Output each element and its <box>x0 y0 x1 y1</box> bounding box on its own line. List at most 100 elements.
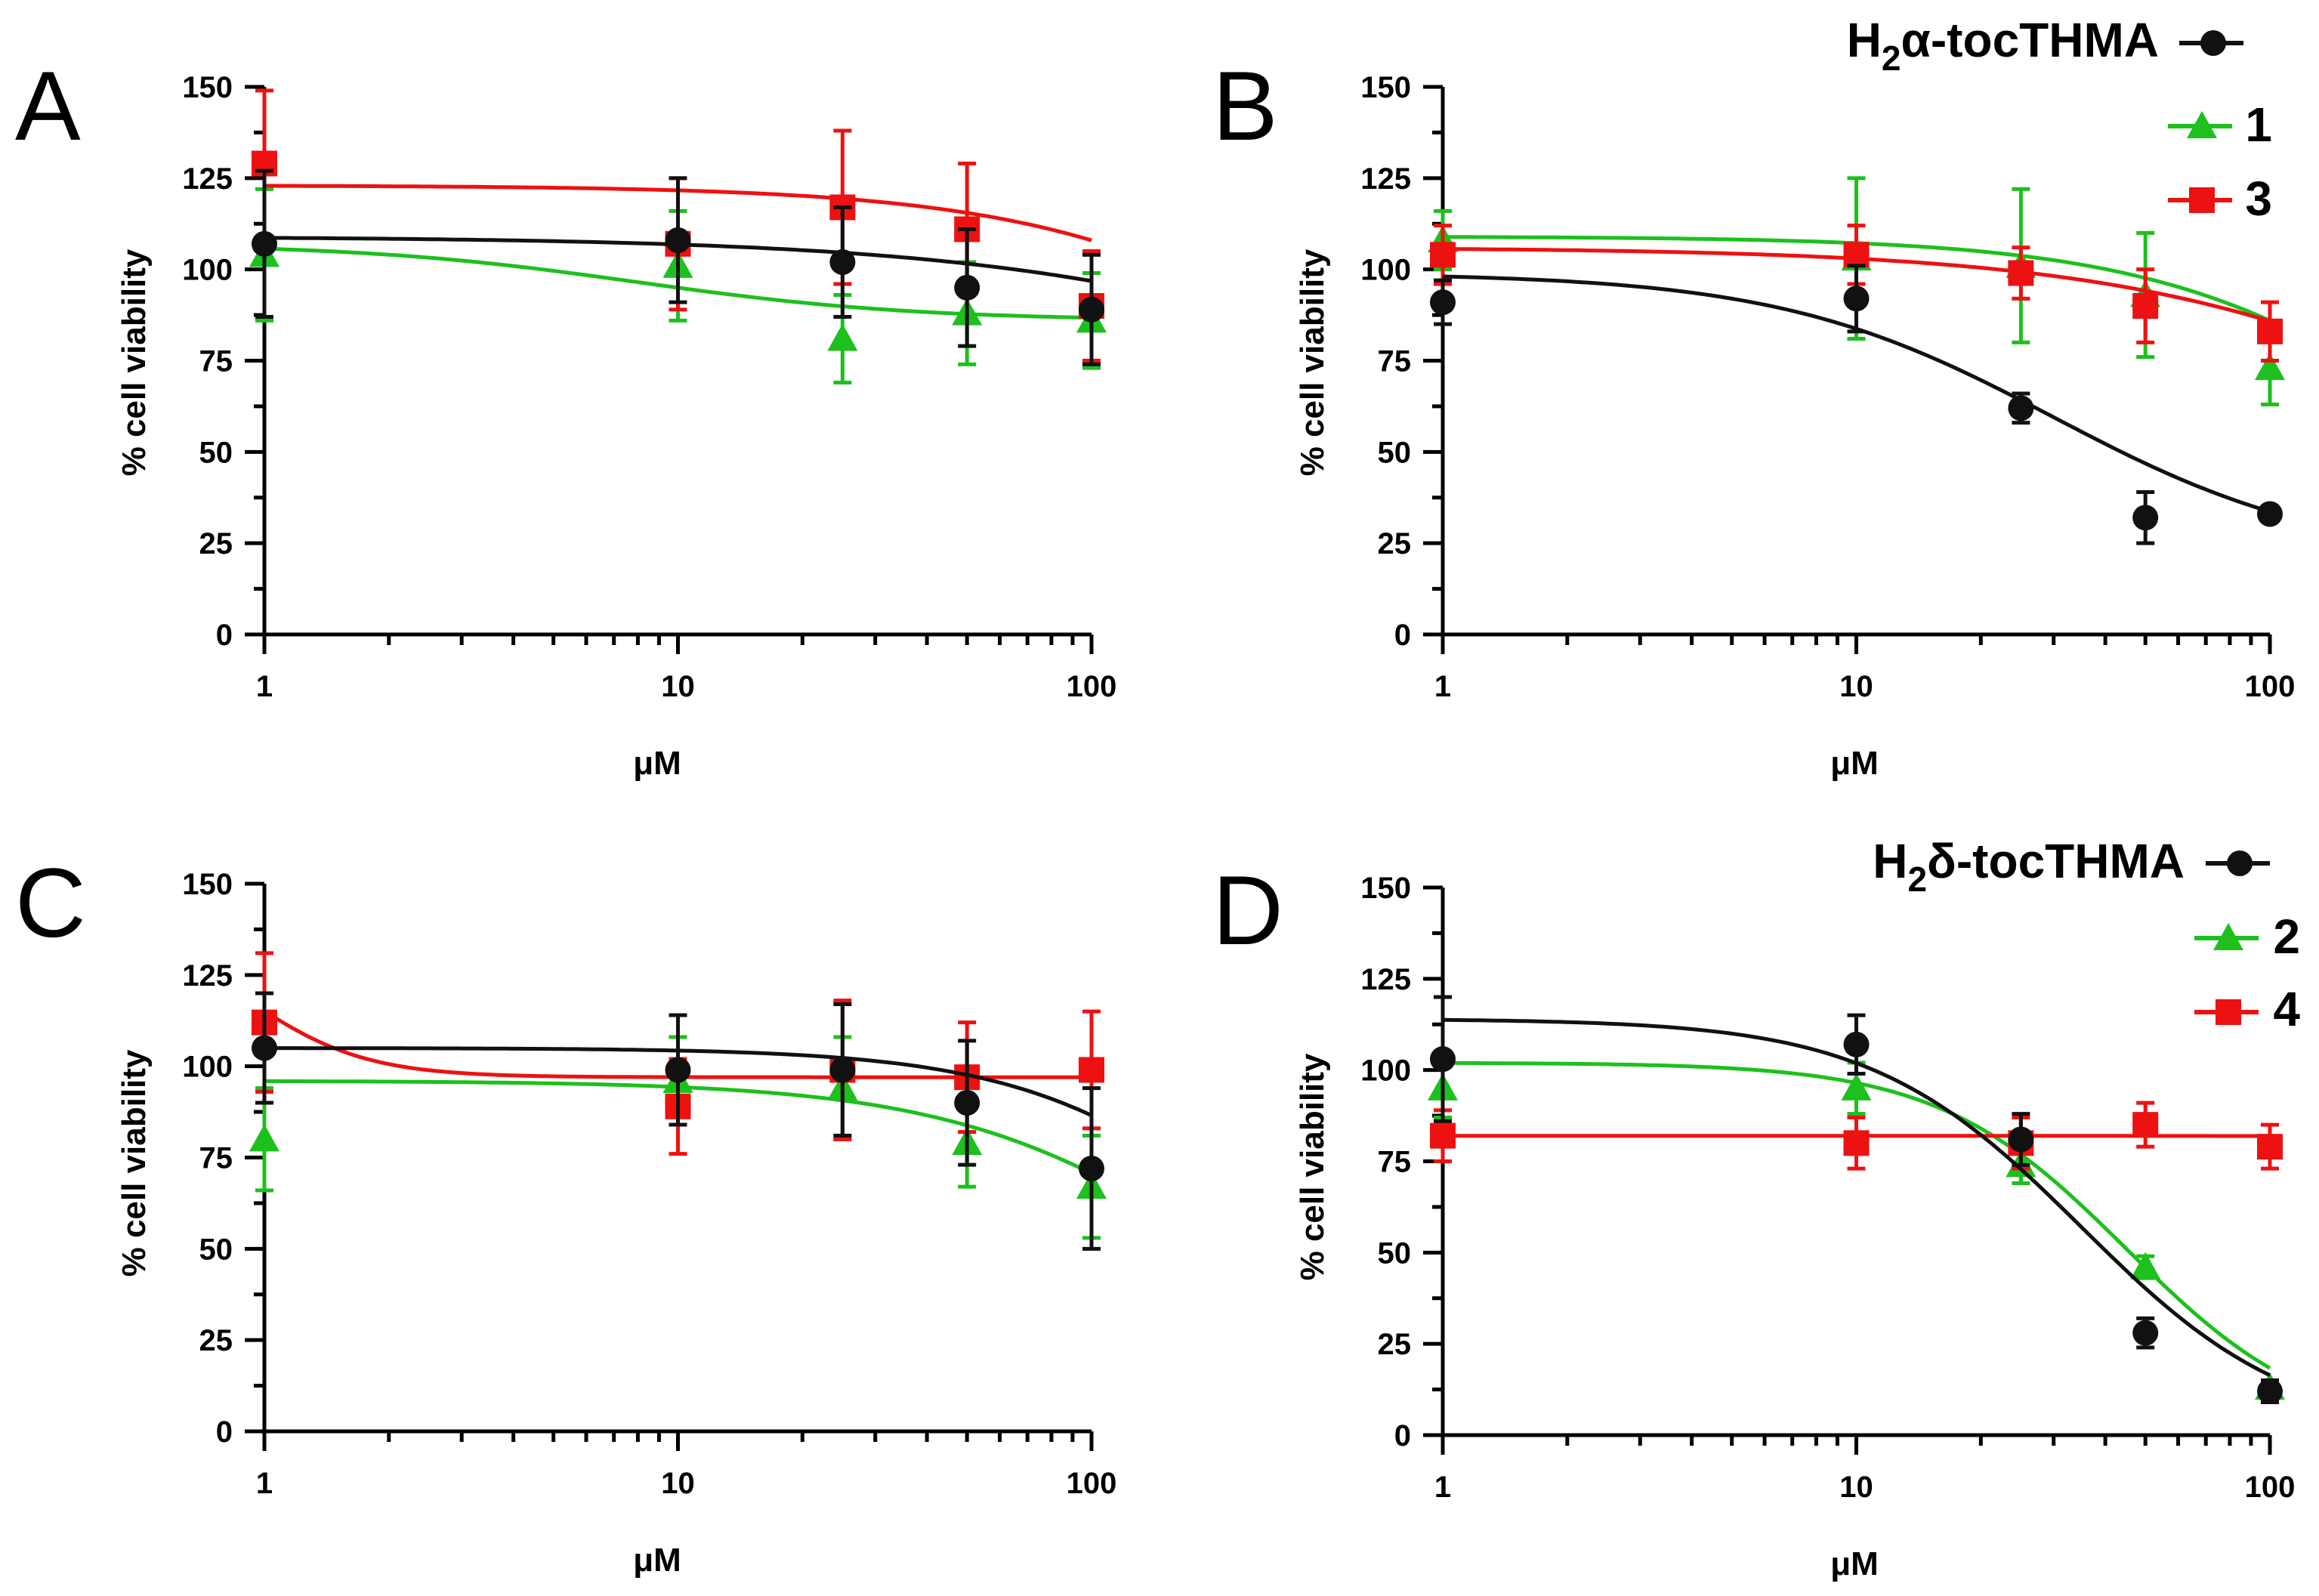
x-axis-label-c: μM <box>633 1542 681 1579</box>
legend-d-h: H <box>1873 834 1907 888</box>
legend-d-item-0: H2δ-tocTHMA <box>1873 834 2185 899</box>
series-a-black <box>252 168 1104 366</box>
x-tick-label-c: 1 <box>256 1467 273 1500</box>
y-tick-label-b: 75 <box>1378 345 1412 378</box>
legend-b-compound: α-tocTHMA <box>1901 13 2160 67</box>
panel-c: C μM % cell viability 0 25 50 75 100 125 150 1 1… <box>15 847 1116 1579</box>
legend-marker <box>2200 30 2226 56</box>
x-tick-label-b: 10 <box>1839 670 1873 703</box>
data-point <box>665 1057 691 1083</box>
panel-b: B μM % cell viability H2α-tocTHMA 1 3 0 2… <box>1212 13 2295 782</box>
data-point <box>1430 289 1456 316</box>
legend-d: H2δ-tocTHMA 2 4 <box>1873 834 2300 1036</box>
data-point <box>2257 318 2283 344</box>
legend-d-item-1: 2 <box>2273 909 2300 964</box>
data-point <box>1430 1046 1456 1073</box>
legend-d-subscript: 2 <box>1907 860 1927 899</box>
legend-d-compound: δ-tocTHMA <box>1927 834 2185 888</box>
y-tick-label-c: 0 <box>216 1415 233 1449</box>
data-point <box>1430 1122 1456 1149</box>
y-tick-label-a: 100 <box>182 254 233 287</box>
x-tick-label-a: 1 <box>256 670 273 703</box>
legend-b-item-0: H2α-tocTHMA <box>1847 13 2159 78</box>
series-b-3 <box>1430 224 2283 363</box>
y-tick-label-d: 50 <box>1378 1236 1412 1270</box>
data-point <box>2255 353 2285 381</box>
legend-marker <box>2187 111 2217 138</box>
y-tick-label-b: 50 <box>1378 436 1412 469</box>
y-tick-label-d: 0 <box>1394 1419 1411 1452</box>
y-tick-label-b: 0 <box>1394 619 1411 652</box>
y-tick-label-d: 25 <box>1378 1328 1412 1361</box>
y-tick-label-d: 100 <box>1360 1054 1411 1088</box>
data-point <box>829 1057 856 1083</box>
data-point <box>2132 1320 2159 1346</box>
data-point <box>2130 1252 2161 1280</box>
data-point <box>829 249 856 275</box>
series-b-h2tocthma <box>1430 264 2283 545</box>
panel-d: D μM % cell viability H2δ-tocTHMA 2 4 02… <box>1212 834 2300 1582</box>
y-axis-label-b: % cell viability <box>1294 249 1331 476</box>
legend-symbol-b-2 <box>2168 187 2232 213</box>
data-point <box>1843 1031 1870 1057</box>
data-point <box>2008 1126 2034 1153</box>
data-point <box>1843 242 1870 268</box>
y-tick-label-d: 150 <box>1360 872 1411 905</box>
data-point <box>2132 1112 2159 1138</box>
x-tick-label-d: 10 <box>1839 1471 1873 1504</box>
panel-letter-b: B <box>1212 51 1278 161</box>
legend-b-item-2: 3 <box>2245 171 2272 226</box>
y-tick-label-b: 100 <box>1360 254 1411 287</box>
series-c-black <box>252 991 1104 1251</box>
data-point <box>827 323 858 351</box>
y-tick-label-b: 25 <box>1378 527 1412 560</box>
x-tick-label-d: 1 <box>1434 1471 1451 1504</box>
y-tick-label-b: 125 <box>1360 162 1411 196</box>
legend-symbol-d-2 <box>2194 999 2259 1025</box>
y-tick-label-c: 25 <box>199 1324 233 1357</box>
y-axis-label-d: % cell viability <box>1294 1053 1331 1280</box>
data-point <box>252 230 277 257</box>
data-point <box>1843 286 1870 312</box>
data-point <box>2257 1378 2283 1404</box>
data-point <box>1841 1073 1872 1101</box>
y-tick-label-d: 125 <box>1360 963 1411 996</box>
legend-symbol-d-1 <box>2194 923 2259 950</box>
legend-symbol-d-0 <box>2206 850 2270 876</box>
data-point <box>2257 1134 2283 1160</box>
data-point <box>2132 293 2159 319</box>
data-point <box>1430 242 1456 268</box>
y-tick-label-c: 150 <box>182 868 233 901</box>
legend-b-subscript: 2 <box>1882 39 1901 78</box>
series-d-h2tocthma <box>1430 995 2283 1404</box>
y-tick-label-b: 150 <box>1360 71 1411 104</box>
x-tick-label-c: 10 <box>661 1467 695 1500</box>
y-axis-label-c: % cell viability <box>116 1049 153 1276</box>
data-point <box>954 1090 980 1116</box>
y-tick-label-d: 75 <box>1378 1146 1412 1179</box>
data-point <box>249 1124 279 1152</box>
data-point <box>1079 1057 1104 1083</box>
x-tick-label-b: 100 <box>2245 670 2296 703</box>
x-tick-label-b: 1 <box>1434 670 1451 703</box>
y-tick-label-a: 75 <box>199 345 233 378</box>
data-point <box>2008 395 2034 421</box>
legend-b-item-1: 1 <box>2245 97 2272 152</box>
legend-d-item-2: 4 <box>2273 982 2300 1036</box>
data-point <box>2257 501 2283 527</box>
data-point <box>954 274 980 301</box>
legend-marker <box>2227 850 2253 876</box>
legend-b-h: H <box>1847 13 1882 67</box>
y-tick-label-a: 0 <box>216 619 233 652</box>
y-tick-label-c: 75 <box>199 1142 233 1175</box>
series-d-2 <box>1428 1057 2285 1400</box>
panel-letter-c: C <box>15 847 86 958</box>
data-point <box>1079 1156 1104 1181</box>
panel-letter-d: D <box>1212 855 1283 965</box>
x-tick-label-d: 100 <box>2245 1471 2296 1504</box>
y-tick-label-c: 100 <box>182 1051 233 1084</box>
panel-a: A μM % cell viability 0 25 50 75 100 125 150 1 1… <box>15 51 1116 782</box>
x-axis-label-b: μM <box>1830 745 1879 782</box>
y-tick-label-a: 150 <box>182 71 233 104</box>
